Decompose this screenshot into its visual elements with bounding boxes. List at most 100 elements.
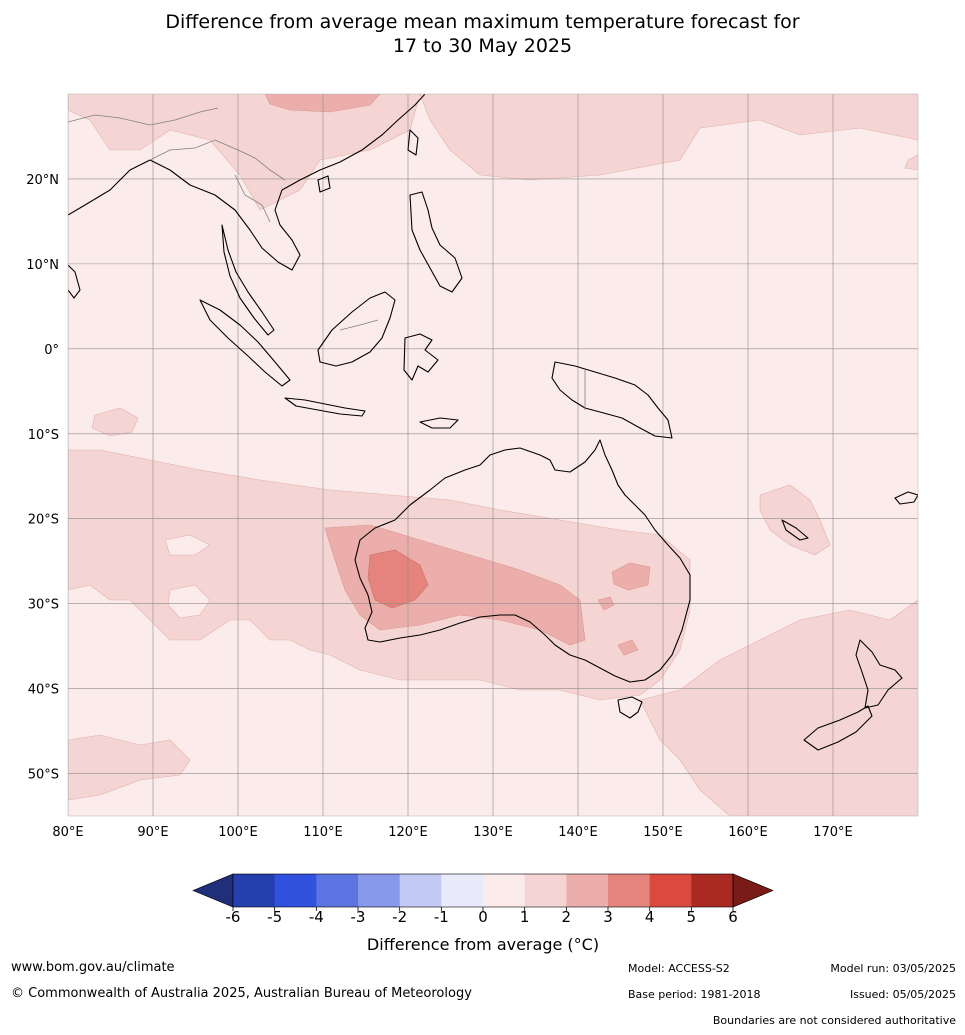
colorbar-extend-low <box>192 873 234 908</box>
longitude-label: 170°E <box>813 825 853 840</box>
longitude-label: 90°E <box>137 825 168 840</box>
colorbar-tick-label: 3 <box>603 908 613 926</box>
anomaly-region-north-pacific <box>419 94 918 181</box>
latitude-label: 40°S <box>28 683 59 698</box>
thailand-laos-border <box>234 174 271 223</box>
colorbar-tick-label: 6 <box>728 908 738 926</box>
sri-lanka-coastline <box>68 264 81 299</box>
colorbar-segment <box>316 874 359 907</box>
new-zealand-south-island-coastline <box>803 705 873 751</box>
latitude-labels: 20°N 10°N 0° 10°S 20°S 30°S 40°S 50°S <box>26 173 59 783</box>
issued-date: Issued: 05/05/2025 <box>849 988 956 1001</box>
anomaly-region-tasman-small <box>904 154 918 171</box>
mainland-southeast-asia-coastline <box>68 94 426 271</box>
anomaly-region-south-china <box>264 94 381 113</box>
colorbar-extend-high <box>732 873 774 908</box>
colorbar-label: Difference from average (°C) <box>367 935 599 954</box>
colorbar-segment <box>566 874 609 907</box>
colorbar-tick-label: 0 <box>478 908 488 926</box>
colorbar-tick-label: 2 <box>562 908 572 926</box>
colorbar-segment <box>483 874 526 907</box>
colorbar-tick-label: 4 <box>645 908 655 926</box>
longitude-label: 100°E <box>218 825 258 840</box>
copyright-text: © Commonwealth of Australia 2025, Austra… <box>11 986 472 1001</box>
indochina-borders <box>149 139 286 181</box>
map-frame <box>67 93 919 817</box>
himalaya-border <box>68 107 219 126</box>
anomaly-region-asia <box>68 94 421 211</box>
coastlines <box>68 94 918 751</box>
latitude-label: 10°S <box>28 428 59 443</box>
colorbar-segment <box>524 874 567 907</box>
colorbar-segment <box>233 874 276 907</box>
colorbar-segment <box>608 874 651 907</box>
longitude-label: 150°E <box>643 825 683 840</box>
longitude-label: 110°E <box>303 825 343 840</box>
latitude-label: 30°S <box>28 598 59 613</box>
latitude-label: 0° <box>44 343 59 358</box>
new-caledonia-coastline <box>781 519 809 541</box>
latitude-label: 20°N <box>26 173 59 188</box>
colorbar-segment <box>649 874 692 907</box>
latitude-label: 10°N <box>26 258 59 273</box>
map-title: Difference from average mean maximum tem… <box>0 10 965 58</box>
anomaly-hole-west-australia-offshore <box>167 584 211 619</box>
latitude-label: 20°S <box>28 513 59 528</box>
anomaly-region-queensland <box>611 562 651 591</box>
timor-coastline <box>419 417 459 429</box>
anomaly-region-southeast-pacific <box>639 599 918 816</box>
colorbar-tick-label: -3 <box>351 908 366 926</box>
latitude-label: 50°S <box>28 768 59 783</box>
new-zealand-north-island-coastline <box>855 639 903 709</box>
colorbar-tick-label: 1 <box>520 908 530 926</box>
title-line-2: 17 to 30 May 2025 <box>392 35 573 57</box>
tasmania-coastline <box>617 696 643 719</box>
colorbar-segment <box>399 874 442 907</box>
fiji-coastline <box>894 491 918 505</box>
map-panel <box>68 94 918 816</box>
java-coastline <box>284 397 366 417</box>
colorbar-segment <box>274 874 317 907</box>
colorbar-tick-label: -6 <box>226 908 241 926</box>
longitude-label: 80°E <box>52 825 83 840</box>
colorbar-tick-label: -1 <box>434 908 449 926</box>
sumatra-coastline <box>199 299 291 387</box>
colorbar-tick-label: -5 <box>267 908 282 926</box>
anomaly-0-to-1-holes <box>164 534 211 619</box>
hainan-coastline <box>317 175 331 193</box>
new-guinea-coastline <box>551 361 673 439</box>
model-run-date: Model run: 03/05/2025 <box>830 962 956 975</box>
borneo-internal-border <box>339 319 379 331</box>
colorbar-tick-label: 5 <box>687 908 697 926</box>
borneo-coastline <box>317 291 396 367</box>
longitude-label: 140°E <box>558 825 598 840</box>
boundaries-disclaimer: Boundaries are not considered authoritat… <box>712 1014 956 1027</box>
colorbar-tick-label: -4 <box>309 908 324 926</box>
australia-coastline <box>354 439 691 683</box>
colorbar-segment <box>691 874 734 907</box>
anomaly-region-south-indian-ocean <box>68 734 191 801</box>
map-graticule <box>68 94 918 816</box>
longitude-labels: 80°E 90°E 100°E 110°E 120°E 130°E 140°E 150°E 16… <box>52 825 852 840</box>
sulawesi-coastline <box>403 333 439 381</box>
colorbar-segment <box>358 874 401 907</box>
taiwan-coastline <box>407 129 419 156</box>
anomaly-region-timor-sea <box>91 407 139 437</box>
anomaly-region-pilbara <box>367 549 429 609</box>
anomaly-region-southwest-pacific-islands <box>759 484 831 556</box>
colorbar-tick-label: -2 <box>392 908 407 926</box>
website-link[interactable]: www.bom.gov.au/climate <box>11 960 175 975</box>
malay-peninsula-coastline <box>221 224 275 336</box>
longitude-label: 130°E <box>473 825 513 840</box>
colorbar-segment <box>441 874 484 907</box>
philippines-coastline <box>409 191 463 293</box>
anomaly-region-victoria <box>617 639 639 656</box>
longitude-label: 160°E <box>728 825 768 840</box>
colorbar: -6 -5 -4 -3 -2 -1 0 1 2 3 4 5 6 <box>192 873 774 926</box>
longitude-label: 120°E <box>388 825 428 840</box>
model-name: Model: ACCESS-S2 <box>628 962 730 975</box>
anomaly-hole-indian-ocean <box>164 534 211 556</box>
title-line-1: Difference from average mean maximum tem… <box>165 11 800 33</box>
anomaly-3-to-4-regions <box>367 549 429 609</box>
